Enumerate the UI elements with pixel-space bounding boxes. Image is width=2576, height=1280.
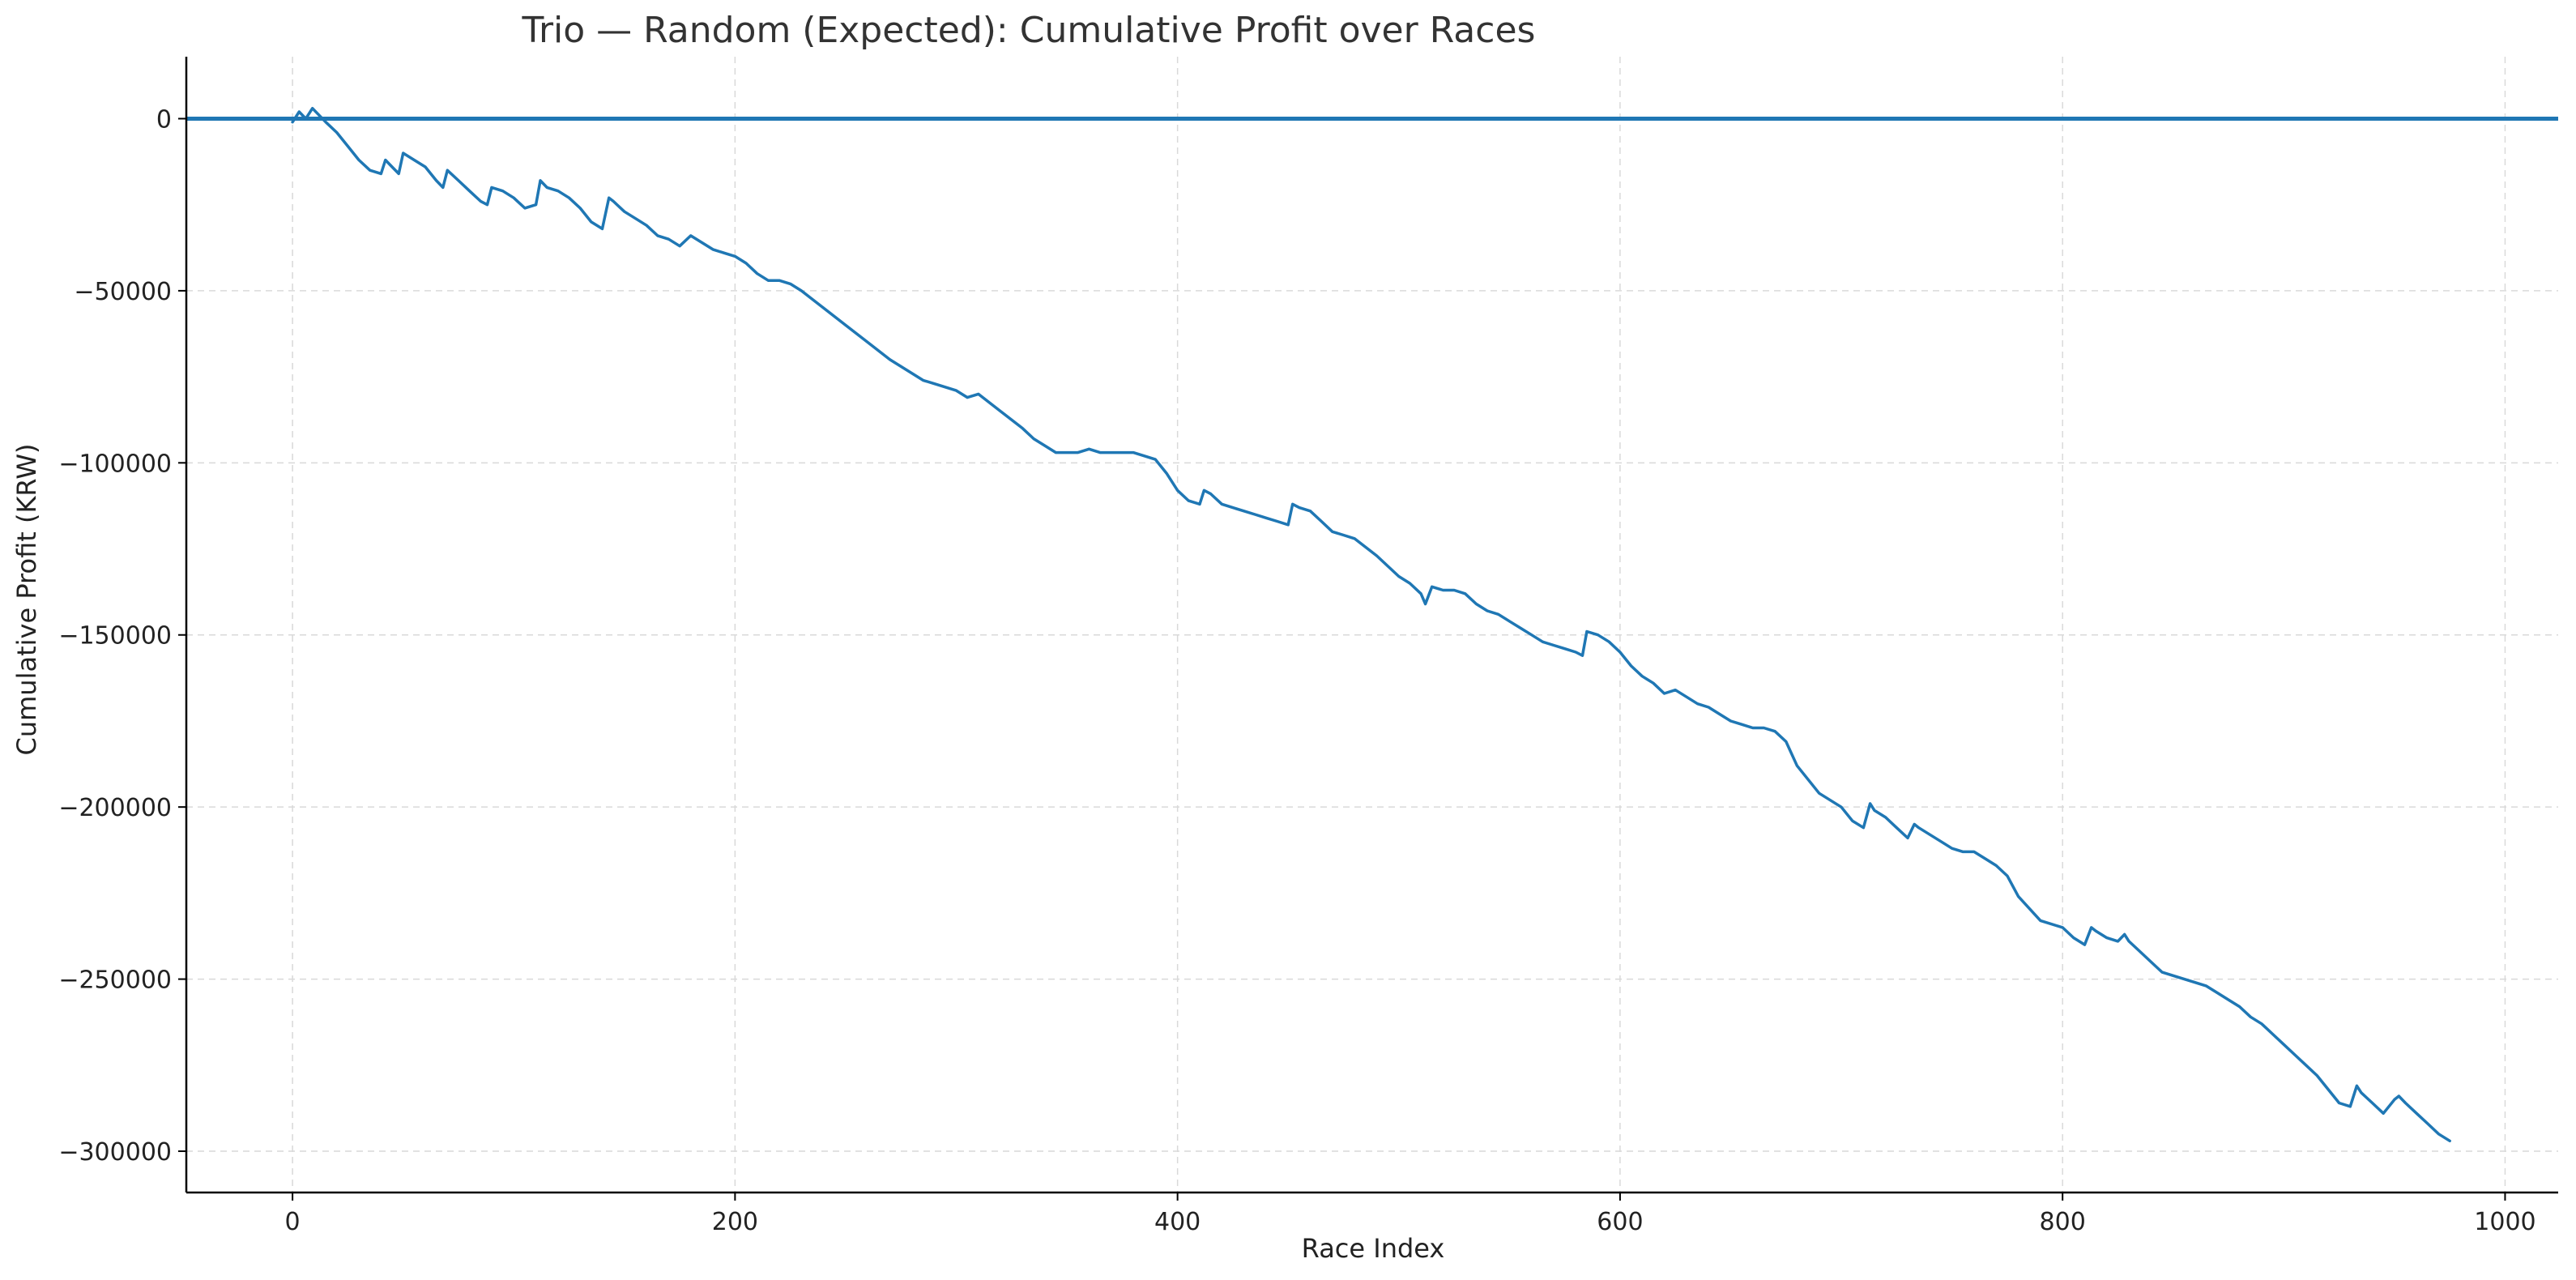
y-tick-label-5: −250000: [58, 966, 172, 995]
tick-layer: 0 200 400 600 800 1000 0 −50000 −100000 −150000 −2…: [58, 105, 2535, 1236]
x-tick-label-3: 600: [1597, 1208, 1643, 1236]
x-tick-label-1: 200: [712, 1208, 758, 1236]
y-tick-label-3: −150000: [58, 622, 172, 651]
x-axis-label: Race Index: [1302, 1233, 1445, 1264]
x-tick-label-2: 400: [1154, 1208, 1201, 1236]
x-tick-label-0: 0: [285, 1208, 301, 1236]
series-layer: [291, 106, 2451, 1143]
y-tick-label-6: −300000: [58, 1138, 172, 1167]
x-tick-label-5: 1000: [2474, 1208, 2535, 1236]
y-tick-label-4: −200000: [58, 794, 172, 822]
y-tick-label-0: 0: [156, 105, 172, 134]
chart-title: Trio — Random (Expected): Cumulative Pro…: [522, 10, 1536, 51]
grid-layer: [186, 57, 2558, 1193]
y-tick-label-1: −50000: [74, 278, 172, 306]
x-tick-label-4: 800: [2040, 1208, 2086, 1236]
y-axis-label: Cumulative Profit (KRW): [11, 444, 42, 756]
y-tick-label-2: −100000: [58, 450, 172, 478]
series-line-0: [291, 106, 2451, 1143]
axes-spines: [185, 57, 2558, 1194]
